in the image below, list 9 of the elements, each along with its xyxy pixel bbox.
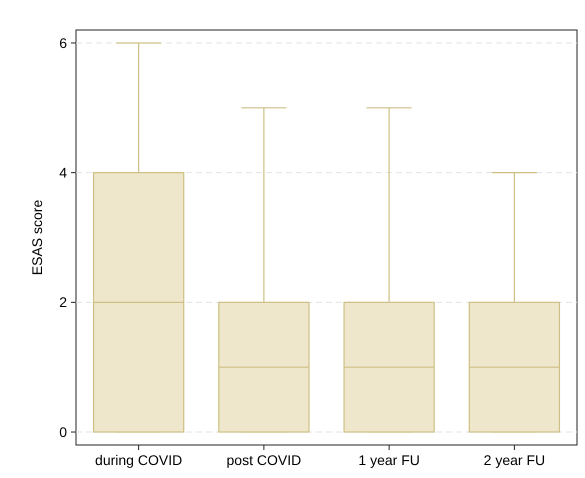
y-axis-title: ESAS score (29, 200, 45, 276)
x-tick-label: 2 year FU (484, 452, 546, 468)
y-tick-label: 2 (59, 294, 68, 310)
x-tick-label: post COVID (226, 452, 302, 468)
y-tick-label: 0 (59, 424, 68, 440)
x-tick-label: during COVID (95, 452, 182, 468)
x-tick-label: 1 year FU (358, 452, 420, 468)
y-tick-label: 4 (59, 164, 68, 181)
y-tick-label: 6 (59, 34, 68, 51)
